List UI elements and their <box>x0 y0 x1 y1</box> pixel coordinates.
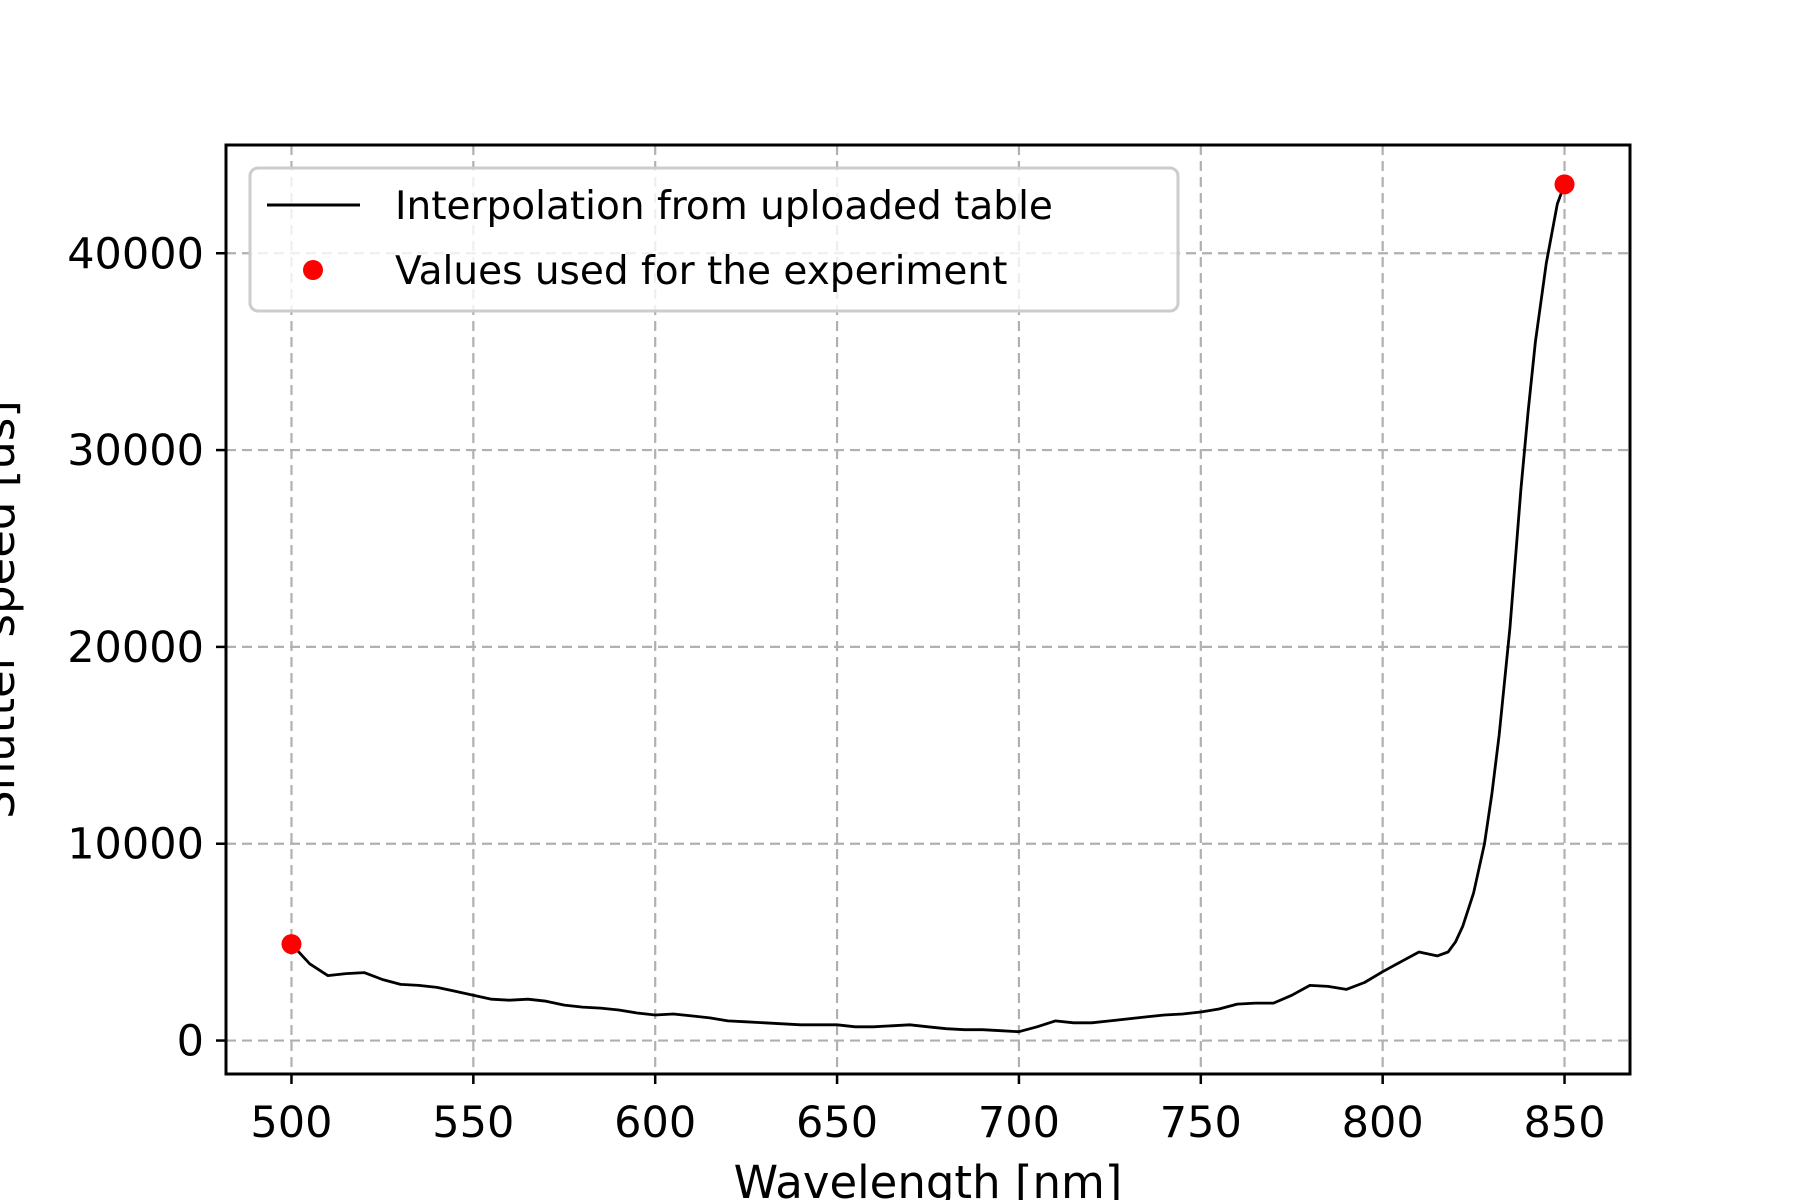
x-tick-label: 600 <box>614 1098 696 1148</box>
legend-dot-swatch <box>303 260 323 280</box>
tick-marks <box>216 252 1566 1084</box>
y-tick-label: 30000 <box>67 426 204 476</box>
x-tick-labels: 500 550 600 650 700 750 800 850 <box>250 1098 1605 1148</box>
interpolation-line <box>290 183 1566 1034</box>
y-tick-label: 20000 <box>67 623 204 673</box>
legend: Interpolation from uploaded table Values… <box>248 166 1180 313</box>
legend-box <box>248 166 1180 313</box>
x-tick-label: 850 <box>1523 1098 1605 1148</box>
x-axis-label: Wavelength [nm] <box>734 1156 1123 1200</box>
experiment-point <box>1554 174 1575 195</box>
x-tick-label: 700 <box>978 1098 1060 1148</box>
x-tick-label: 500 <box>250 1098 332 1148</box>
legend-label-values: Values used for the experiment <box>395 249 1007 294</box>
experiment-points-group <box>281 174 1575 955</box>
y-tick-label: 10000 <box>67 820 204 870</box>
x-tick-label: 750 <box>1160 1098 1242 1148</box>
grid <box>226 145 1630 1074</box>
interpolation-line-group <box>290 183 1566 1034</box>
experiment-point <box>281 934 302 955</box>
legend-label-interpolation: Interpolation from uploaded table <box>395 184 1053 229</box>
y-tick-labels: 0 10000 20000 30000 40000 <box>67 229 204 1066</box>
x-tick-label: 800 <box>1342 1098 1424 1148</box>
y-tick-label: 40000 <box>67 229 204 279</box>
y-tick-label: 0 <box>177 1017 204 1067</box>
x-tick-label: 550 <box>432 1098 514 1148</box>
y-axis-label: Shutter speed [us] <box>0 400 25 819</box>
plot-frame <box>224 143 1632 1076</box>
x-tick-label: 650 <box>796 1098 878 1148</box>
